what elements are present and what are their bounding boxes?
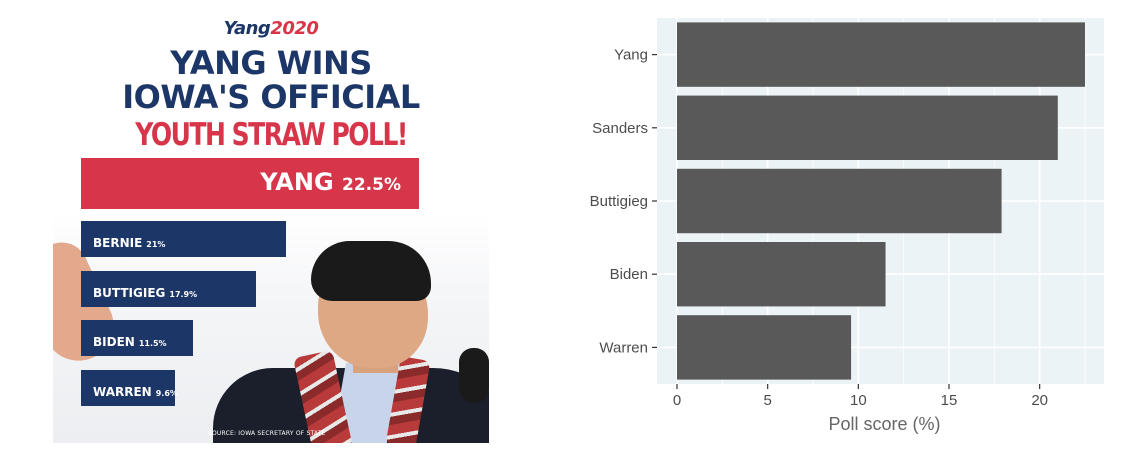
winner-bar: YANG 22.5% [81, 158, 419, 209]
infographic: Yang2020 YANG WINS IOWA'S OFFICIAL YOUTH… [53, 8, 489, 443]
candidate-value: 17.9% [169, 290, 198, 299]
headline-line-2: IOWA'S OFFICIAL [122, 78, 420, 116]
bar-biden [677, 241, 886, 307]
candidate-bar-biden: BIDEN 11.5% [81, 320, 193, 356]
headline-line-1: YANG WINS [170, 44, 372, 82]
bar-buttigieg [677, 168, 1002, 234]
x-tick-label: 10 [850, 392, 867, 409]
y-tick-label: Sanders [592, 120, 648, 137]
y-tick-label: Warren [599, 339, 648, 356]
y-tick-label: Buttigieg [590, 193, 648, 210]
candidate-bar-buttigieg: BUTTIGIEG 17.9% [81, 271, 256, 307]
candidate-name: WARREN [93, 385, 152, 399]
source-note: SOURCE: IOWA SECRETARY OF STATE [208, 430, 326, 437]
logo-year: 2020 [270, 18, 319, 39]
bar-yang [677, 22, 1085, 87]
winner-name: YANG [260, 168, 334, 196]
candidate-name: BERNIE [93, 236, 143, 250]
candidate-value: 11.5% [138, 339, 167, 348]
logo-prefix: Yang [223, 18, 271, 39]
x-axis-title: Poll score (%) [828, 414, 940, 434]
x-tick-label: 20 [1031, 392, 1048, 409]
candidate-name: BUTTIGIEG [93, 286, 166, 300]
y-tick-label: Biden [610, 266, 648, 283]
candidate-bar-bernie: BERNIE 21% [81, 221, 286, 257]
candidate-value: 9.6% [155, 389, 178, 398]
winner-value: 22.5% [342, 175, 401, 195]
bar-sanders [677, 95, 1058, 161]
candidate-bar-warren: WARREN 9.6% [81, 370, 178, 406]
x-tick-label: 15 [941, 392, 958, 409]
x-tick-label: 0 [673, 392, 681, 409]
microphone-icon [459, 348, 489, 403]
subheadline: YOUTH STRAW POLL! [135, 116, 408, 153]
candidate-name: BIDEN [93, 335, 135, 349]
candidate-value: 21% [146, 240, 166, 249]
y-tick-label: Yang [614, 47, 648, 64]
x-tick-label: 5 [763, 392, 771, 409]
bar-warren [677, 315, 852, 380]
yang2020-logo: Yang2020 [53, 18, 489, 39]
